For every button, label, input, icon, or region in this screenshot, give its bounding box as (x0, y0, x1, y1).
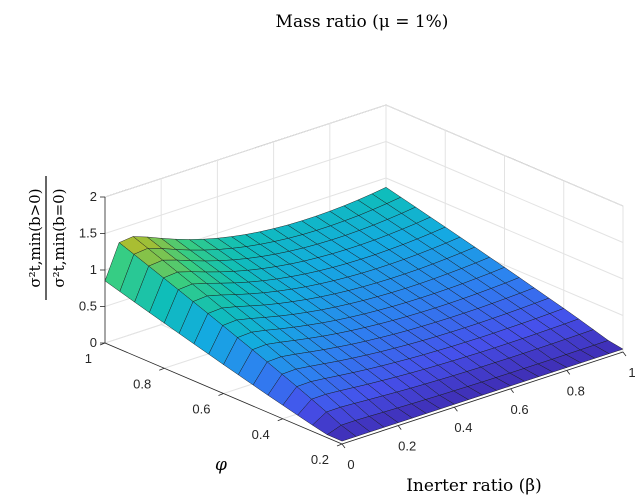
grid-back-z (104, 104, 387, 198)
y-tick-label: 0.2 (311, 452, 329, 467)
z-tick-label: 1.5 (79, 226, 97, 241)
x-tick-label: 0.6 (511, 402, 529, 417)
z-label-numerator: σ²t,min(b>0) (26, 188, 44, 287)
z-axis-label: σ²t,min(b>0) σ²t,min(b=0) (26, 176, 68, 300)
x-tick-mark (510, 388, 514, 394)
grid-side-z (385, 141, 624, 243)
z-tick-label: 0.5 (79, 299, 97, 314)
x-tick-mark (341, 443, 346, 449)
x-tick-mark (454, 406, 458, 412)
x-axis-line (341, 351, 624, 445)
x-tick-mark (622, 351, 627, 357)
surface-mesh (104, 187, 624, 442)
y-axis-label: φ (215, 455, 227, 475)
grid-back-z (104, 141, 387, 234)
y-tick-label: 0.6 (192, 402, 210, 417)
x-tick-label: 0.8 (567, 383, 585, 398)
z-tick-label: 0 (90, 335, 97, 350)
y-tick-label: 0.8 (133, 376, 151, 391)
y-tick-mark (159, 367, 165, 371)
x-tick-label: 0.2 (398, 439, 416, 454)
y-tick-mark (218, 393, 224, 396)
grid-side-z (385, 104, 624, 207)
x-tick-mark (566, 370, 571, 375)
x-tick-label: 1 (628, 365, 635, 380)
y-tick-label: 0.4 (252, 427, 270, 442)
surface-patch (326, 424, 357, 442)
x-tick-mark (397, 425, 402, 430)
y-tick-mark (336, 443, 343, 447)
x-axis-label: Inerter ratio (β) (406, 476, 542, 496)
z-label-denominator: σ²t,min(b=0) (50, 188, 68, 287)
chart-title: Mass ratio (μ = 1%) (276, 12, 449, 32)
x-tick-label: 0 (347, 457, 354, 472)
z-tick-label: 2 (90, 189, 97, 204)
y-tick-mark (277, 418, 283, 422)
x-tick-label: 0.4 (454, 420, 472, 435)
grid-side-z (385, 177, 624, 280)
z-tick-label: 1 (90, 262, 97, 277)
y-tick-label: 1 (85, 351, 92, 366)
